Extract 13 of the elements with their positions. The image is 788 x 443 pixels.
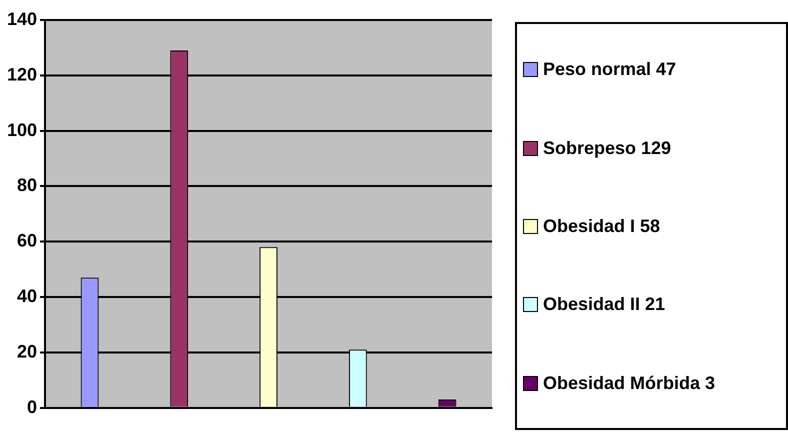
- y-tick-label: 120: [6, 64, 38, 84]
- y-tick-label: 0: [27, 396, 38, 417]
- legend-label: Sobrepeso 129: [543, 136, 672, 160]
- legend-label: Obesidad II 21: [543, 293, 666, 316]
- y-tick-label: 140: [6, 8, 38, 29]
- legend-label: Peso normal 47: [543, 58, 676, 82]
- y-tick-label: 20: [17, 341, 38, 362]
- legend-label: Obesidad Mórbida 3: [543, 372, 716, 395]
- legend-label: Obesidad I 58: [543, 214, 660, 238]
- y-tick-label: 40: [17, 286, 38, 306]
- y-tick-label: 100: [6, 120, 38, 140]
- y-tick-label: 60: [17, 230, 38, 251]
- y-tick-label: 80: [17, 175, 38, 196]
